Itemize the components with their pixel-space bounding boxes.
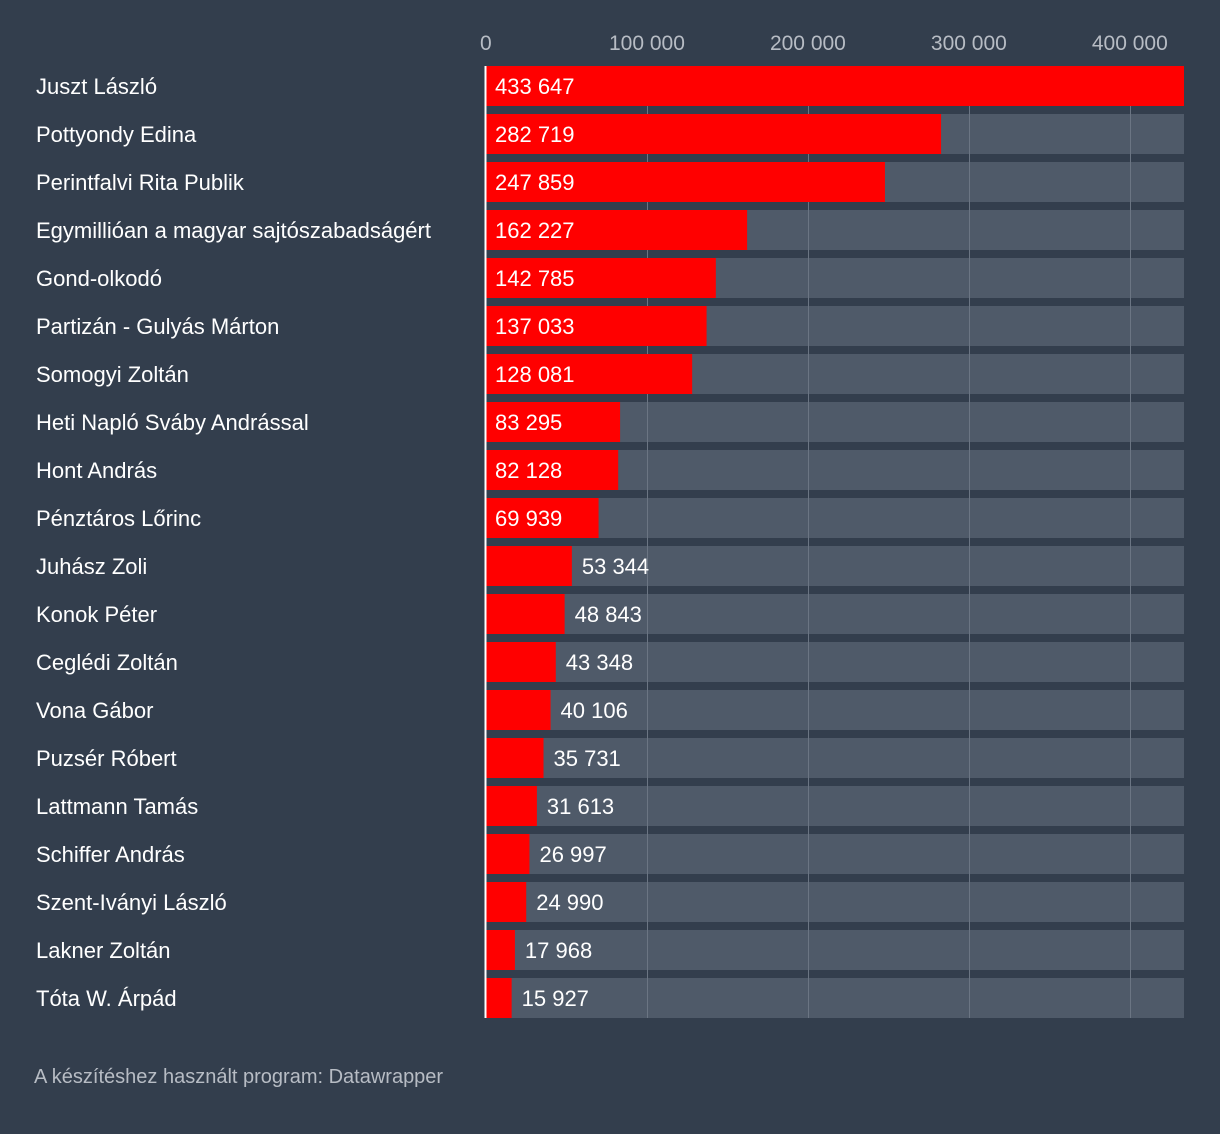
value-label: 31 613	[547, 794, 614, 819]
category-label: Juszt László	[36, 74, 157, 99]
category-label: Heti Napló Sváby Andrással	[36, 410, 309, 435]
bar	[486, 450, 619, 490]
bar-track	[486, 882, 1184, 922]
bar	[486, 498, 599, 538]
bar	[486, 690, 551, 730]
category-label: Vona Gábor	[36, 698, 153, 723]
bar-track	[486, 642, 1184, 682]
bar-track	[486, 738, 1184, 778]
value-label: 69 939	[495, 506, 562, 531]
bar-track	[486, 930, 1184, 970]
bar	[486, 354, 693, 394]
value-label: 128 081	[495, 362, 575, 387]
category-label: Schiffer András	[36, 842, 185, 867]
x-axis-ticks: 0 100 000 200 000 300 000 400 000	[480, 32, 1168, 55]
value-label: 82 128	[495, 458, 562, 483]
category-label: Gond-olkodó	[36, 266, 162, 291]
bar	[486, 834, 530, 874]
bar	[486, 66, 1184, 106]
value-label: 282 719	[495, 122, 575, 147]
value-label: 15 927	[522, 986, 589, 1011]
bar-track	[486, 498, 1184, 538]
bar	[486, 114, 942, 154]
category-label: Perintfalvi Rita Publik	[36, 170, 245, 195]
category-label: Tóta W. Árpád	[36, 986, 177, 1011]
category-label: Juhász Zoli	[36, 554, 147, 579]
bar-track	[486, 546, 1184, 586]
x-tick-label: 200 000	[770, 32, 846, 55]
category-label: Hont András	[36, 458, 157, 483]
category-labels: Juszt László Pottyondy Edina Perintfalvi R…	[36, 74, 431, 1011]
category-label: Egymillióan a magyar sajtószabadságért	[36, 218, 431, 243]
bar	[486, 882, 527, 922]
value-label: 35 731	[554, 746, 621, 771]
bar-track	[486, 594, 1184, 634]
bar	[486, 930, 515, 970]
bar	[486, 738, 544, 778]
footer-credit: A készítéshez használt program: Datawrap…	[34, 1066, 444, 1088]
value-label: 142 785	[495, 266, 575, 291]
bar	[486, 402, 621, 442]
bar	[486, 162, 885, 202]
bar	[486, 978, 512, 1018]
x-tick-label: 300 000	[931, 32, 1007, 55]
bar	[486, 642, 556, 682]
category-label: Lattmann Tamás	[36, 794, 198, 819]
bar	[486, 594, 565, 634]
category-label: Konok Péter	[36, 602, 157, 627]
bar	[486, 786, 537, 826]
x-tick-label: 400 000	[1092, 32, 1168, 55]
bar-track	[486, 834, 1184, 874]
value-label: 162 227	[495, 218, 575, 243]
bar-tracks	[486, 66, 1184, 1018]
value-label: 247 859	[495, 170, 575, 195]
x-tick-label: 100 000	[609, 32, 685, 55]
category-label: Somogyi Zoltán	[36, 362, 189, 387]
category-label: Szent-Iványi László	[36, 890, 227, 915]
value-label: 137 033	[495, 314, 575, 339]
value-labels: 433 647 282 719 247 859 162 227 142 785 137 0…	[495, 74, 649, 1011]
category-label: Pénztáros Lőrinc	[36, 506, 201, 531]
bar-chart: 0 100 000 200 000 300 000 400 000 Juszt Lászl…	[36, 32, 1184, 1018]
bar	[486, 546, 572, 586]
value-label: 53 344	[582, 554, 649, 579]
bar-track	[486, 786, 1184, 826]
bar	[486, 306, 707, 346]
bar	[486, 258, 716, 298]
category-label: Partizán - Gulyás Márton	[36, 314, 279, 339]
value-label: 40 106	[561, 698, 628, 723]
category-label: Ceglédi Zoltán	[36, 650, 178, 675]
value-label: 17 968	[525, 938, 592, 963]
value-label: 43 348	[566, 650, 633, 675]
category-label: Pottyondy Edina	[36, 122, 197, 147]
bar-track	[486, 978, 1184, 1018]
value-label: 26 997	[539, 842, 606, 867]
value-label: 48 843	[575, 602, 642, 627]
bar	[486, 210, 748, 250]
value-label: 433 647	[495, 74, 575, 99]
category-label: Puzsér Róbert	[36, 746, 177, 771]
value-label: 24 990	[536, 890, 603, 915]
value-label: 83 295	[495, 410, 562, 435]
bar-track	[486, 690, 1184, 730]
category-label: Lakner Zoltán	[36, 938, 171, 963]
x-tick-label: 0	[480, 32, 492, 55]
bars	[486, 66, 1184, 1018]
gridlines	[647, 66, 1131, 1018]
